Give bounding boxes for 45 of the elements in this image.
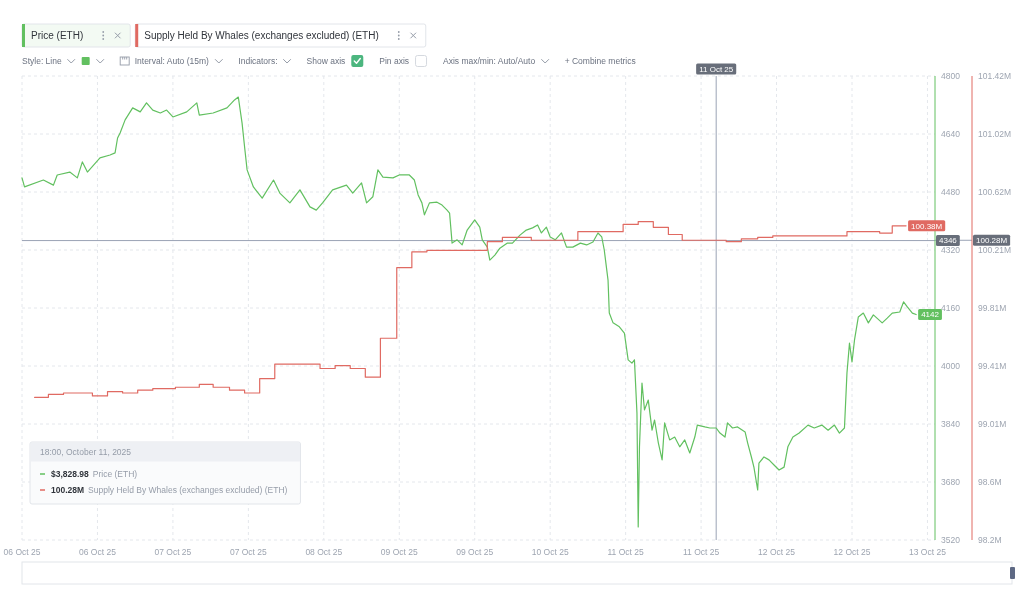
x-tick-label: 06 Oct 25 [3,546,41,557]
y2-tick-label: 99.41M [978,360,1007,371]
text: Interval: Auto (15m) [134,55,210,66]
y-tick-label: 4000 [941,360,961,371]
y2-tick-label: 99.81M [978,302,1007,313]
y-tick-label: 3840 [941,418,961,429]
text: Supply Held By Whales (exchanges excluded) (ETH) [88,484,288,495]
text: Indicators: [238,55,278,66]
y2-tick-label: 98.6M [978,476,1002,487]
y-tick-label: 4800 [941,70,961,81]
text: Show axis [306,55,346,66]
x-tick-label: 12 Oct 25 [758,546,796,557]
y-tick-label: 4320 [941,244,961,255]
x-tick-label: 07 Oct 25 [154,546,192,557]
x-tick-label: 10 Oct 25 [531,546,569,557]
text: Style: Line [22,55,62,66]
y2-tick-label: 100.21M [978,244,1012,255]
y-tick-label: 4640 [941,128,961,139]
y2-tick-label: 100.62M [978,186,1012,197]
x-tick-label: 11 Oct 25 [682,546,720,557]
y2-tick-label: 101.02M [978,128,1012,139]
annotation: 18:00, October 11, 2025 [40,446,132,457]
x-tick-label: 13 Oct 25 [909,546,947,557]
x-tick-label: 12 Oct 25 [833,546,871,557]
annotation: $3,828.98 [51,468,90,479]
y-tick-label: 3680 [941,476,961,487]
legend-label: Supply Held By Whales (exchanges excluded) (ETH) [144,30,379,41]
x-tick-label: 06 Oct 25 [79,546,117,557]
y-tick-label: 4480 [941,186,961,197]
y-tick-label: 4160 [941,302,961,313]
legend-label: Price (ETH) [31,30,84,41]
annotation: 100.28M [51,484,85,495]
x-tick-label: 08 Oct 25 [305,546,343,557]
text: Axis max/min: Auto/Auto [443,55,536,66]
text: Price (ETH) [92,468,138,479]
text: + Combine metrics [564,55,636,66]
x-tick-label: 09 Oct 25 [380,546,418,557]
x-tick-label: 11 Oct 25 [607,546,645,557]
y2-tick-label: 99.01M [978,418,1007,429]
x-tick-label: 09 Oct 25 [456,546,494,557]
y2-tick-label: 98.2M [978,534,1002,545]
text: Pin axis [379,55,410,66]
y2-tick-label: 101.42M [978,70,1012,81]
y-tick-label: 3520 [941,534,961,545]
x-tick-label: 07 Oct 25 [229,546,268,557]
